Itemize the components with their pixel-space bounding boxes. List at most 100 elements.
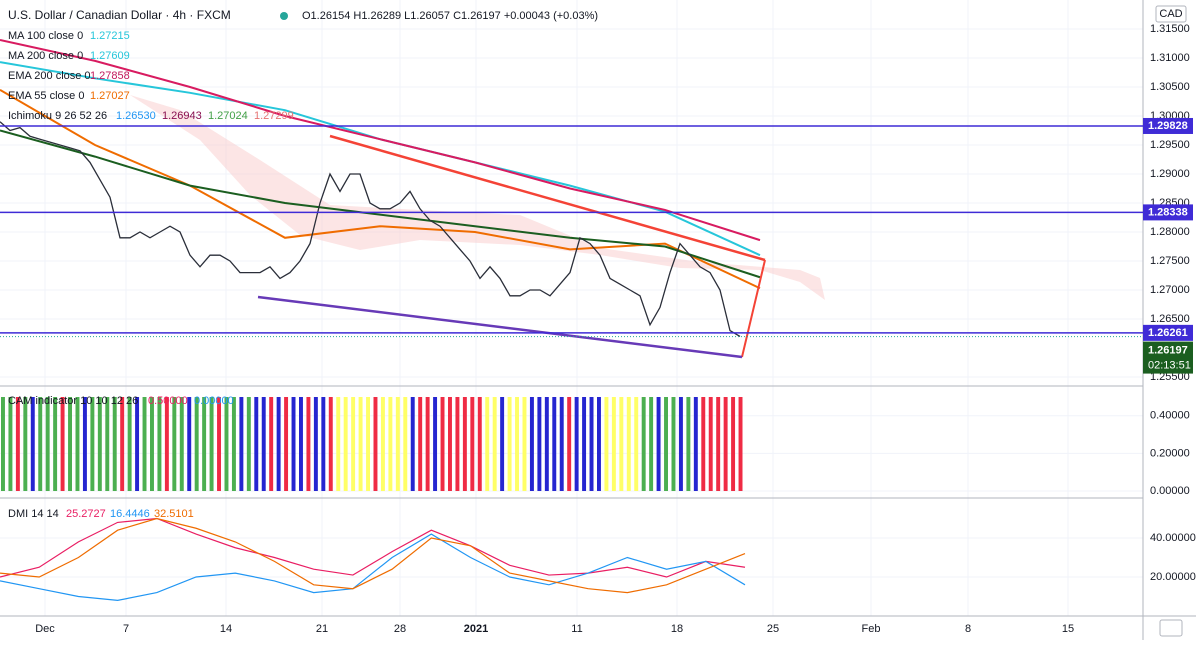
cam-bar [522, 397, 527, 491]
currency-box[interactable] [1155, 5, 1187, 23]
cam-bar [701, 397, 706, 491]
price-tag [1143, 117, 1193, 134]
price-tag-label: 1.26261 [1148, 327, 1188, 339]
cam-bar [336, 397, 341, 491]
price-line [0, 121, 741, 337]
cam-bar [403, 397, 408, 491]
ohlc: O1.26154 H1.26289 L1.26057 C1.26197 +0.0… [302, 10, 598, 22]
price-tag-label: 1.29828 [1148, 120, 1188, 132]
cam-bar [217, 397, 221, 491]
cam-bar [97, 397, 102, 491]
cam-bar [708, 397, 713, 491]
symbol-title: U.S. Dollar / Canadian Dollar · 4h · FXC… [8, 8, 231, 22]
dmi-line [0, 517, 746, 594]
time-label: 14 [220, 623, 232, 635]
cam-bar [611, 397, 616, 491]
cam-bar [299, 397, 303, 491]
cam-bar [15, 397, 20, 491]
cam-bar [418, 397, 423, 491]
cam-bar [634, 397, 639, 491]
cam-bar [328, 397, 333, 491]
cam-bar [68, 397, 72, 491]
cam-bar [433, 397, 438, 491]
cam-bar [485, 397, 490, 491]
cam-bar [723, 397, 728, 491]
price-tick-label: 1.31500 [1150, 23, 1190, 35]
cam-bar [23, 397, 28, 491]
cam-bar [649, 397, 654, 491]
legend-value: 1.27858 [90, 70, 130, 82]
cam-bar [150, 397, 154, 491]
currency: CAD [1159, 8, 1182, 20]
cam-bar [321, 397, 326, 491]
cam-bar [313, 397, 318, 491]
price-tick-label: 1.27500 [1150, 255, 1190, 267]
time-label: Feb [862, 623, 881, 635]
cam-bar [552, 397, 557, 491]
cam-bar [53, 397, 58, 491]
cam-bar [366, 397, 370, 491]
legend-value: 1.27215 [90, 30, 130, 42]
cam-bar [686, 397, 691, 491]
cam-bar [90, 397, 95, 491]
cam-bar [589, 397, 594, 491]
cam-param: 0.50000 [148, 395, 188, 407]
price-tag-label: 1.28338 [1148, 206, 1188, 218]
cam-bar [716, 397, 721, 491]
time-label: 21 [316, 623, 328, 635]
dmi-value: 25.2727 [66, 508, 106, 520]
main-pane [0, 39, 761, 337]
dmi-value: 32.5101 [154, 508, 194, 520]
cam-tick-label: 0.40000 [1150, 410, 1190, 422]
cam-bar [440, 397, 445, 491]
cam-bar [343, 397, 348, 491]
cam-bar [82, 397, 87, 491]
cam-bar [135, 397, 140, 491]
settings-button[interactable] [1159, 619, 1183, 637]
cam-bar [388, 397, 393, 491]
cam-bar [559, 397, 564, 491]
dmi-line [0, 517, 746, 578]
trend-line [257, 295, 743, 359]
cam-bar [75, 397, 80, 491]
price-tag [1143, 204, 1193, 221]
cam-bar [425, 397, 430, 491]
cam-bar [507, 397, 512, 491]
cam-bar [194, 397, 199, 491]
cam-bar [671, 397, 676, 491]
cam-bar [567, 397, 572, 491]
cam-bar [284, 397, 289, 491]
price-tick-label: 1.26500 [1150, 313, 1190, 325]
legend-value: 1.27027 [90, 90, 130, 102]
legend-label: EMA 200 close 0 [8, 70, 91, 82]
price-tick-label: 1.31000 [1150, 52, 1190, 64]
cam-bar [664, 397, 668, 491]
cam-bar [164, 397, 169, 491]
legend-value: 1.27024 [208, 110, 248, 122]
cam-bar [239, 397, 244, 491]
cam-bar [582, 397, 587, 491]
price-tick-label: 1.29500 [1150, 139, 1190, 151]
price-tick-label: 1.29000 [1150, 168, 1190, 180]
time-label: 8 [965, 623, 971, 635]
cam-bar [395, 397, 400, 491]
cam-bar [120, 397, 125, 491]
cam-bar [202, 397, 207, 491]
cam-title: CAM indicator 10 10 12 26 [8, 395, 138, 407]
cam-bar [105, 397, 110, 491]
cam-bar [656, 397, 661, 491]
cam-bar [269, 397, 274, 491]
cam-bar [276, 397, 281, 491]
cam-bar [38, 397, 43, 491]
cam-bar [351, 397, 356, 491]
cam-bar [373, 397, 378, 491]
last-price-label: 1.26197 [1148, 344, 1188, 356]
cam-bar [574, 397, 579, 491]
cam-bar [626, 397, 631, 491]
time-label: 7 [123, 623, 129, 635]
time-label: 11 [571, 623, 582, 635]
trend-line [329, 134, 766, 262]
cam-bar [448, 397, 452, 491]
cam-bar [358, 397, 363, 491]
cam-bar [492, 397, 497, 491]
